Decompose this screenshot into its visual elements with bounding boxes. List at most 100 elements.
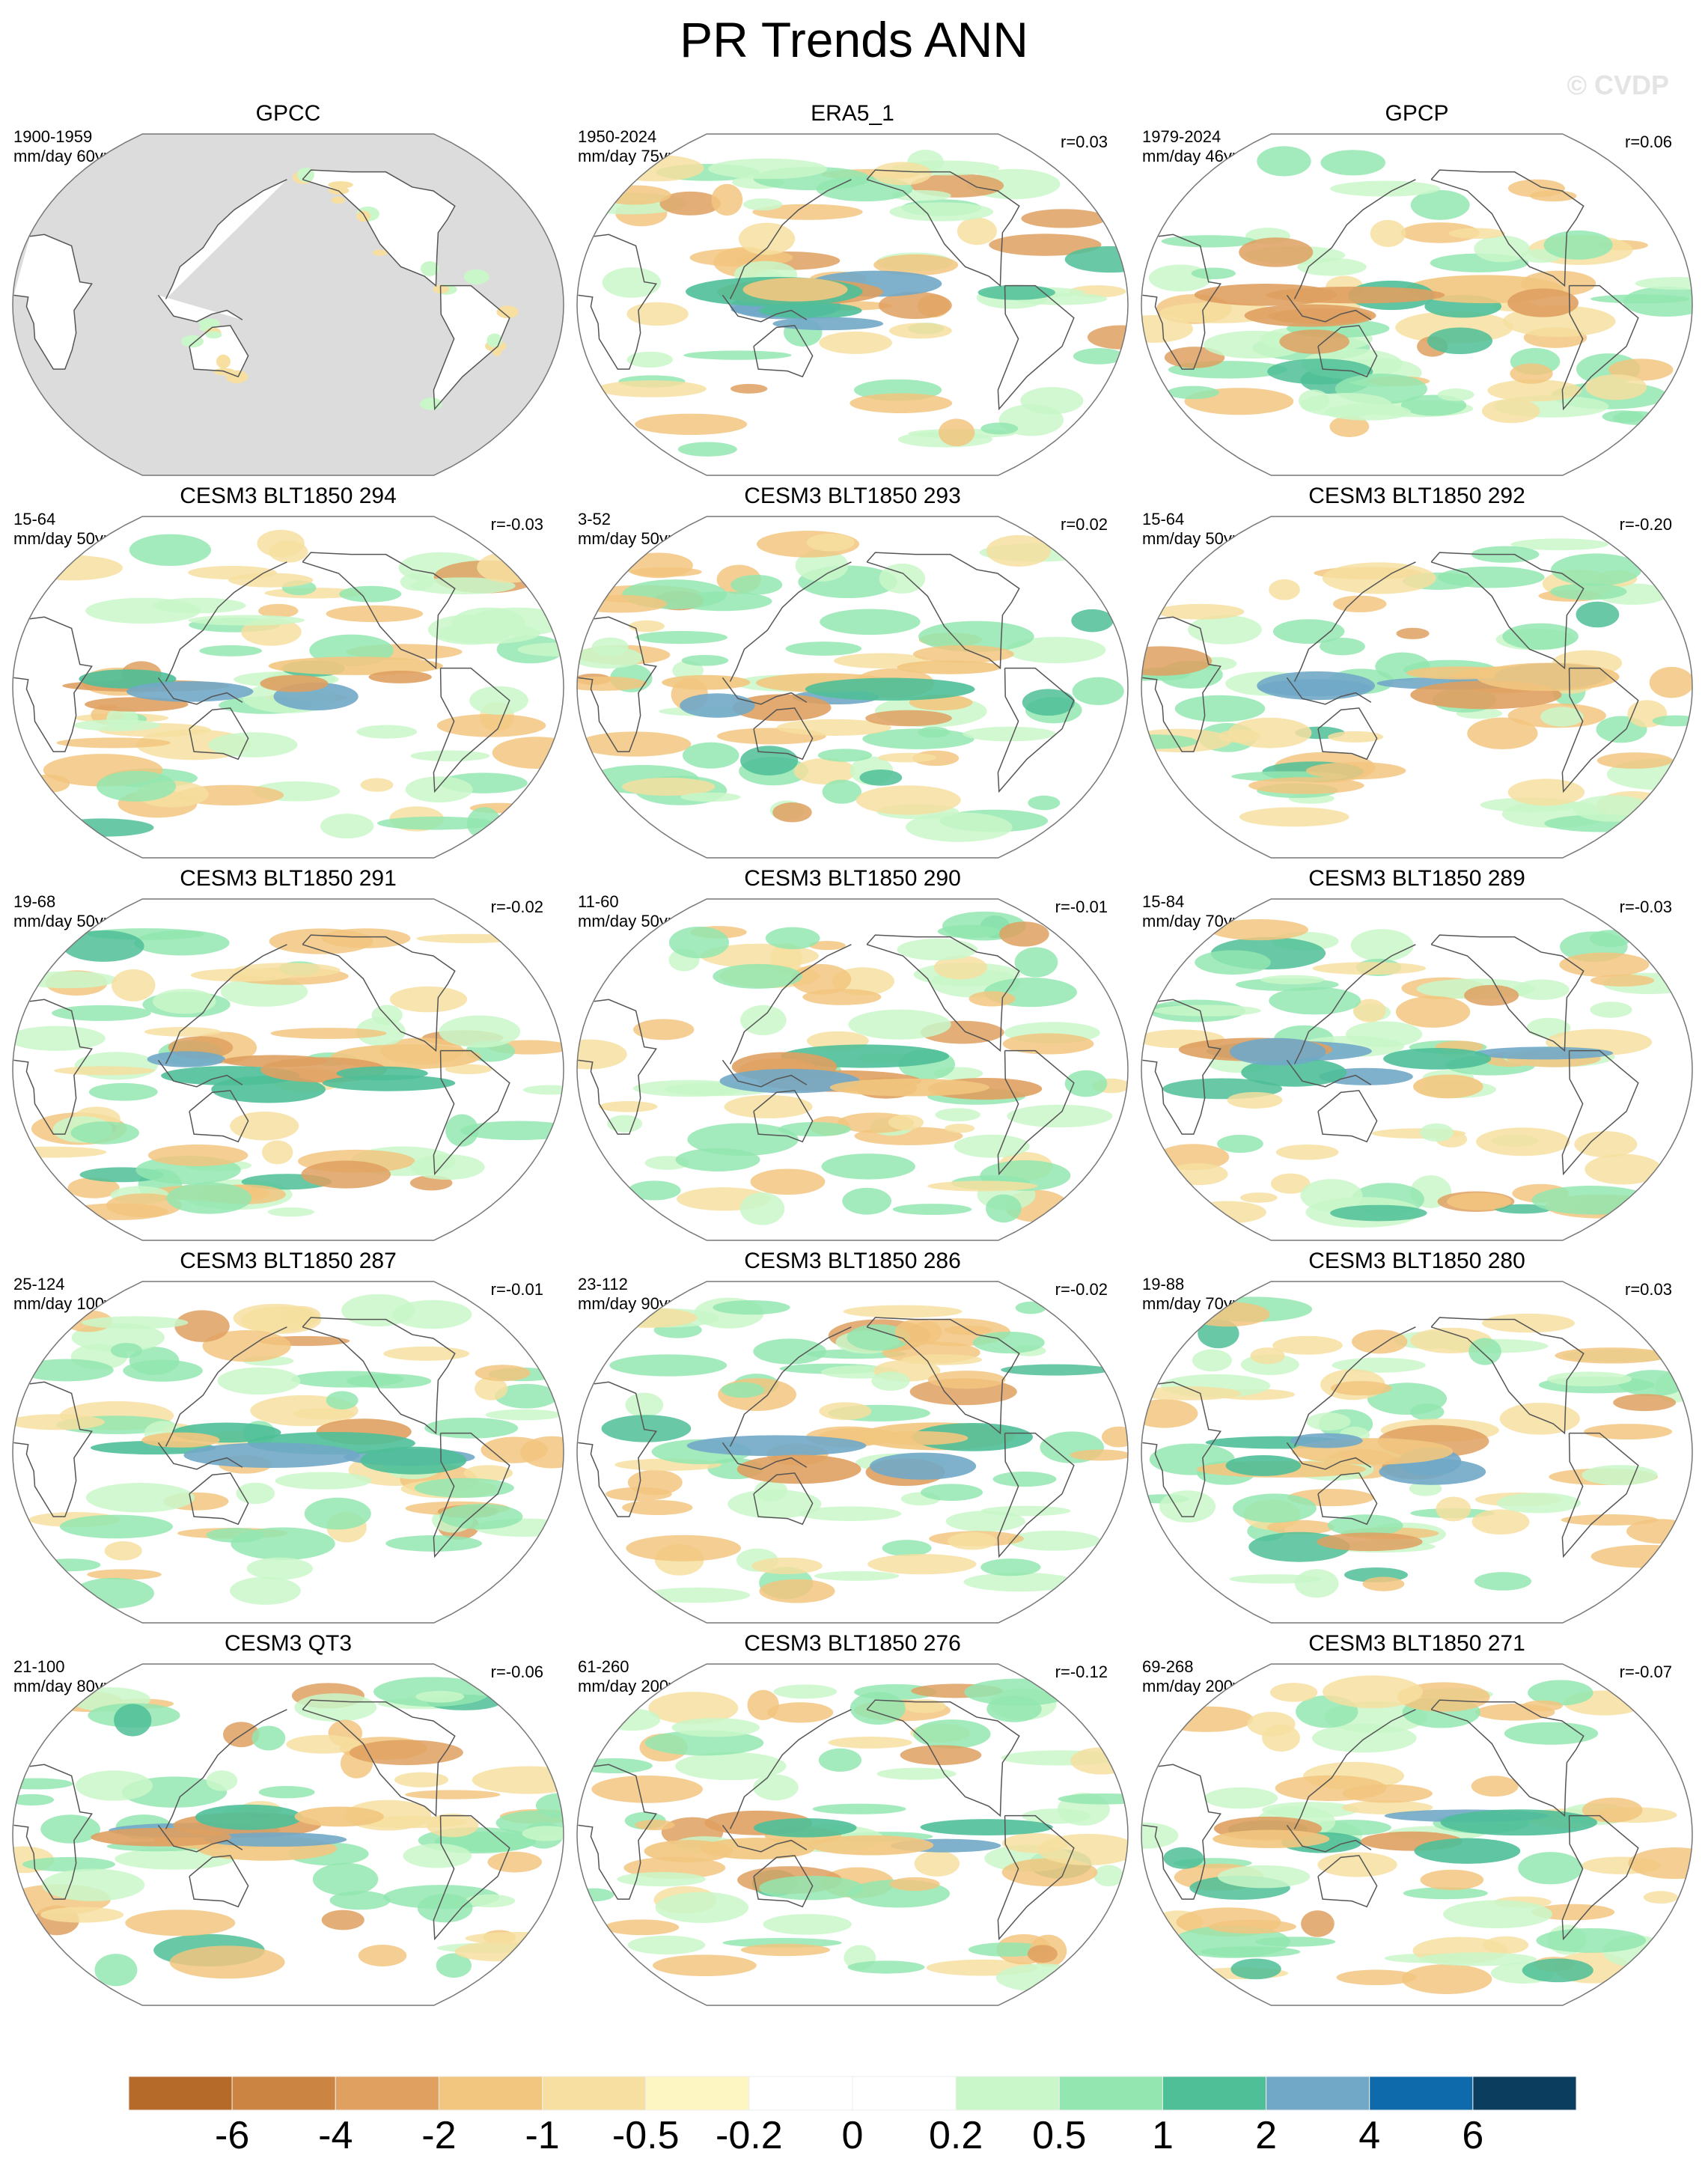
field-blob	[671, 1718, 760, 1737]
field-blob	[977, 284, 1055, 300]
field-blob	[913, 1719, 991, 1749]
coastline	[189, 325, 249, 378]
field-blob	[759, 1579, 835, 1603]
field-blob	[1626, 1519, 1692, 1544]
correlation-label: r=0.06	[1625, 132, 1672, 151]
field-blob	[1467, 717, 1538, 749]
map-outline	[1141, 1281, 1693, 1624]
field-blob	[750, 1168, 826, 1195]
field-blob	[954, 1134, 1030, 1158]
field-blob	[765, 927, 820, 950]
field-blob	[668, 926, 730, 959]
period-label: 1950-2024	[578, 127, 656, 146]
field-blob	[927, 1180, 1038, 1192]
panel-title: GPCC	[256, 101, 321, 126]
colorbar-label: -0.5	[612, 2114, 680, 2157]
coastline	[729, 1709, 852, 1829]
field-blob	[632, 1079, 746, 1097]
coastline	[729, 944, 852, 1064]
field-blob	[627, 1935, 706, 1954]
field-blob	[294, 1693, 377, 1722]
field-blob	[403, 1843, 472, 1868]
field-blob	[1279, 329, 1349, 354]
period-label: 19-88	[1142, 1275, 1184, 1293]
field-blob	[22, 1856, 116, 1872]
equatorial-blob	[1229, 1037, 1326, 1066]
field-blob	[349, 1740, 463, 1766]
coastline	[1317, 325, 1378, 378]
field-blob	[1269, 987, 1361, 1015]
field-blob	[389, 986, 468, 1013]
coastline	[189, 707, 249, 761]
field-blob	[1448, 228, 1505, 240]
coastline	[1317, 1090, 1378, 1143]
field-blob	[1628, 1847, 1692, 1880]
field-blob	[1476, 1127, 1570, 1156]
field-blob	[888, 1115, 924, 1130]
field	[13, 1293, 564, 1609]
field-blob	[773, 1684, 838, 1699]
coastline	[13, 1764, 93, 1900]
field-blob	[742, 198, 783, 211]
coastline	[1317, 707, 1378, 761]
colorbar-box	[852, 2076, 957, 2111]
field-blob	[1561, 1514, 1659, 1526]
field-blob	[724, 1094, 813, 1119]
map-outline	[576, 1663, 1129, 2006]
field-blob	[1320, 637, 1365, 656]
coastline	[578, 234, 657, 370]
field-blob	[445, 1114, 479, 1147]
equatorial-blob	[805, 677, 975, 701]
field-blob	[1064, 1070, 1108, 1097]
coastline	[157, 1059, 243, 1088]
field-blob	[1559, 952, 1650, 978]
field-blob	[817, 749, 873, 762]
field-blob	[1437, 388, 1474, 401]
equatorial-blob	[1507, 288, 1579, 317]
field-blob	[778, 1121, 852, 1137]
field-blob	[475, 1377, 508, 1401]
field-blob	[1322, 562, 1436, 594]
field-blob	[1218, 729, 1260, 743]
field-blob	[740, 1005, 787, 1036]
field-blob	[40, 1907, 124, 1923]
field-blob	[1481, 1313, 1575, 1333]
field-blob	[1518, 1852, 1583, 1885]
colorbar-box	[128, 2076, 233, 2111]
field-blob	[1141, 646, 1213, 676]
coastline	[753, 707, 814, 761]
field-blob	[1327, 1514, 1403, 1537]
field-blob	[621, 777, 716, 796]
field-blob	[152, 989, 216, 1014]
field-blob	[577, 676, 647, 691]
field-blob	[1590, 1002, 1632, 1018]
field-blob	[62, 930, 144, 962]
field-blob	[1014, 947, 1058, 978]
field-blob	[104, 1540, 142, 1561]
field-blob	[59, 1514, 174, 1539]
field-blob	[963, 1572, 1076, 1592]
period-label: 61-260	[578, 1657, 629, 1676]
field-blob	[416, 933, 521, 943]
field-blob	[464, 1894, 516, 1908]
field-blob	[56, 737, 171, 749]
field-blob	[230, 1576, 301, 1605]
field-blob	[1526, 1017, 1571, 1038]
field-blob	[1510, 538, 1609, 551]
equatorial-blob	[1213, 1829, 1330, 1848]
field-blob	[867, 1554, 977, 1575]
field-blob	[855, 785, 961, 815]
field-blob	[1007, 1530, 1101, 1551]
field-blob	[460, 1121, 564, 1141]
field-blob	[1230, 1958, 1281, 1980]
field-blob	[216, 354, 231, 369]
field-blob	[125, 1910, 236, 1936]
field-blob	[889, 1877, 940, 1892]
correlation-label: r=-0.03	[1620, 897, 1672, 916]
field-blob	[270, 1028, 387, 1039]
field-blob	[1141, 1386, 1242, 1401]
field-blob	[1272, 619, 1345, 644]
